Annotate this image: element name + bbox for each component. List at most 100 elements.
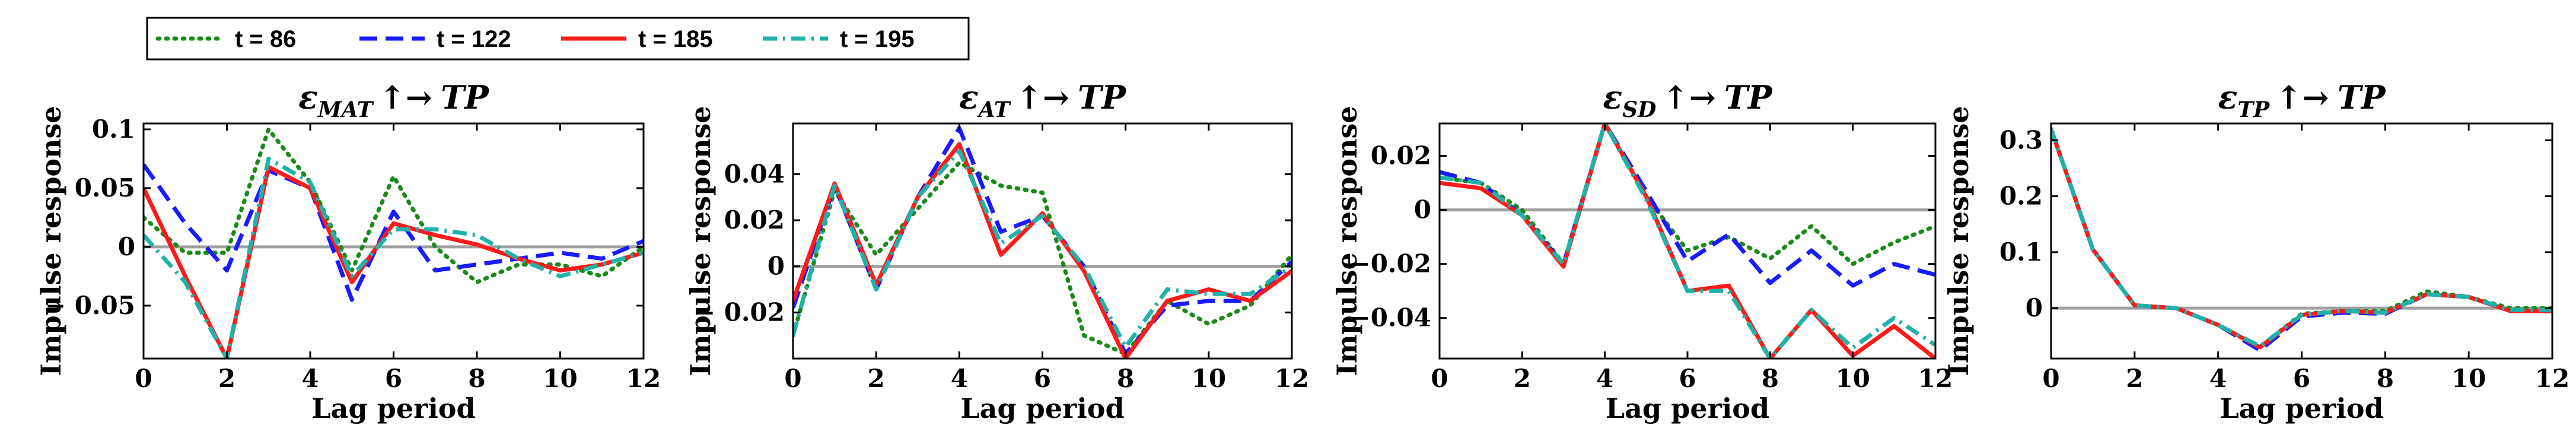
panel-title-arrow: ↑→ <box>1016 78 1070 116</box>
legend-label-4: t = 195 <box>840 26 915 52</box>
x-tick-label: 8 <box>2377 364 2394 393</box>
y-tick-label: 0.04 <box>724 159 785 188</box>
x-tick-label: 8 <box>468 364 485 393</box>
panel-title-symbol: ε <box>2218 78 2238 116</box>
panel-title-symbol: ε <box>1603 78 1622 116</box>
x-tick-label: 4 <box>951 364 968 393</box>
x-axis-title: Lag period <box>2220 392 2383 424</box>
x-tick-label: 4 <box>301 364 319 393</box>
x-axis-title: Lag period <box>960 392 1124 424</box>
x-tick-label: 4 <box>1596 364 1613 393</box>
x-tick-label: 0 <box>1431 364 1448 393</box>
series-group <box>2051 126 2552 353</box>
y-tick-label: 0 <box>1414 195 1431 224</box>
x-tick-label: 6 <box>1034 364 1051 393</box>
panel-title-subscript: TP <box>2237 97 2270 122</box>
y-tick-label: 0.02 <box>1371 141 1431 170</box>
panel-title-subscript: MAT <box>317 97 374 122</box>
axes-frame <box>792 122 1293 360</box>
series-line-t185 <box>793 142 1292 359</box>
x-tick-label: 2 <box>218 364 235 393</box>
series-line-t185 <box>1440 123 1935 359</box>
panel-title-target: TP <box>1724 78 1773 116</box>
series-line-t195 <box>793 149 1292 350</box>
series-line-t195 <box>144 156 644 359</box>
legend-label-3: t = 185 <box>638 26 713 52</box>
x-tick-label: 12 <box>1918 364 1953 393</box>
legend-label-1: t = 86 <box>235 26 296 52</box>
x-tick-label: 10 <box>1835 364 1870 393</box>
panel-title: εMAT ↑→ TP <box>298 78 489 122</box>
y-tick-label: 0.3 <box>1999 125 2043 154</box>
axes-frame <box>142 122 645 360</box>
y-tick-label: 0 <box>2026 293 2043 322</box>
x-tick-label: 4 <box>2209 364 2227 393</box>
y-tick-label: 0.05 <box>75 173 135 202</box>
panel-title-arrow: ↑→ <box>1662 78 1716 116</box>
panel-title-arrow: ↑→ <box>2275 78 2329 116</box>
y-axis-title: Impulse response <box>1943 106 1975 376</box>
x-tick-label: 0 <box>2042 364 2059 393</box>
x-tick-label: 12 <box>2535 364 2569 393</box>
panel-2: 0 2 4 6 8 10 12 0.04 0.02 0 − 0.02 Lag period Impuls… <box>684 78 1309 424</box>
panel-title-target: TP <box>441 78 489 116</box>
panel-title: εTP ↑→ TP <box>2218 78 2386 122</box>
series-line-t86 <box>144 127 644 284</box>
y-tick-label: 0.1 <box>92 115 135 144</box>
series-line-t122 <box>793 126 1292 356</box>
y-tick-label: −0.04 <box>1350 303 1431 332</box>
y-tick-label: 0.1 <box>1999 237 2043 267</box>
legend-box <box>146 17 970 61</box>
panels: 0 2 4 6 8 10 12 0.1 0.05 0 − 0.05 Lag period Impulse… <box>35 78 2569 424</box>
y-tick-label: 0 <box>118 232 135 261</box>
panel-1: 0 2 4 6 8 10 12 0.1 0.05 0 − 0.05 Lag period Impulse… <box>35 78 661 424</box>
panel-title-target: TP <box>2338 78 2386 116</box>
panel-title: εAT ↑→ TP <box>959 78 1126 122</box>
y-tick-label: − 0.05 <box>45 291 135 320</box>
series-line-t195 <box>1440 123 1935 359</box>
x-tick-label: 2 <box>1514 364 1531 393</box>
x-axis-title: Lag period <box>1606 392 1769 424</box>
y-tick-label: 0.02 <box>724 205 785 234</box>
panel-title-symbol: ε <box>959 78 979 116</box>
series-group <box>144 127 644 359</box>
legend-label-2: t = 122 <box>437 26 511 52</box>
x-tick-label: 6 <box>385 364 402 393</box>
panel-title-subscript: AT <box>977 97 1011 122</box>
series-group <box>793 126 1292 359</box>
y-tick-label: − 0.02 <box>695 297 785 326</box>
panel-title-subscript: SD <box>1622 97 1656 122</box>
y-axis-title: Impulse response <box>1331 106 1363 376</box>
x-tick-label: 8 <box>1117 364 1134 393</box>
axes-frame <box>1438 122 1937 360</box>
y-tick-label: −0.02 <box>1350 249 1431 278</box>
series-line-t195 <box>2051 128 2552 348</box>
x-tick-label: 6 <box>1679 364 1696 393</box>
series-line-t122 <box>144 163 644 302</box>
series-group <box>1440 123 1935 359</box>
series-line-t185 <box>144 164 644 359</box>
axes-frame <box>2050 122 2553 360</box>
x-tick-label: 6 <box>2293 364 2310 393</box>
y-axis-title: Impulse response <box>35 106 67 376</box>
y-tick-label: 0 <box>768 252 785 281</box>
x-tick-label: 2 <box>868 364 885 393</box>
panel-title-symbol: ε <box>298 78 318 116</box>
panel-title: εSD ↑→ TP <box>1603 78 1773 122</box>
series-line-t86 <box>1440 123 1935 267</box>
x-tick-label: 10 <box>2451 364 2486 393</box>
x-tick-label: 10 <box>1192 364 1226 393</box>
x-tick-label: 8 <box>1762 364 1779 393</box>
x-tick-label: 0 <box>135 364 152 393</box>
x-tick-label: 0 <box>784 364 801 393</box>
x-tick-label: 12 <box>626 364 661 393</box>
x-tick-label: 10 <box>543 364 577 393</box>
legend: t = 86 t = 122 t = 185 t = 195 <box>146 17 970 61</box>
y-axis-title: Impulse response <box>684 106 717 376</box>
x-tick-label: 12 <box>1275 364 1309 393</box>
panel-title-target: TP <box>1078 78 1126 116</box>
panel-3: 0 2 4 6 8 10 12 0.02 0 −0.02 −0.04 Lag period Impuls… <box>1331 78 1953 424</box>
x-tick-label: 2 <box>2126 364 2143 393</box>
series-line-t86 <box>793 160 1292 356</box>
